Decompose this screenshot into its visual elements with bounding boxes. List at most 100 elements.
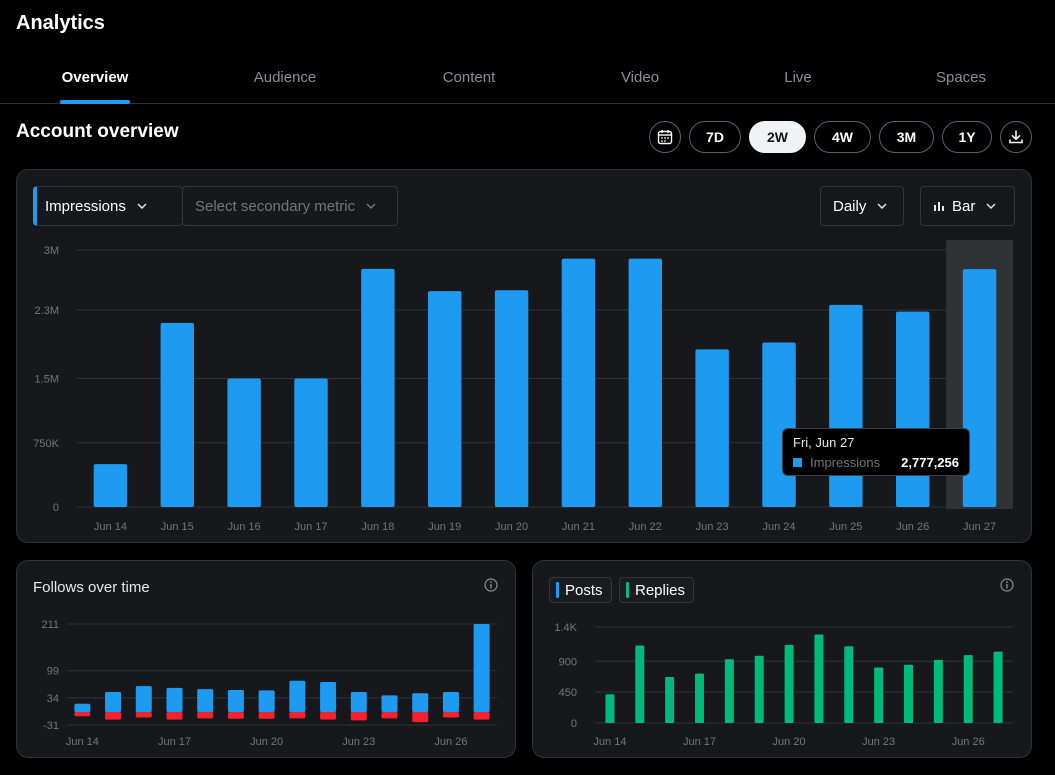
- x-tick-label: Jun 26: [952, 736, 985, 748]
- tab-label: Live: [784, 69, 812, 86]
- unfollows-bar: [412, 712, 429, 723]
- replies-bar: [695, 673, 704, 723]
- y-tick-label: 1.4K: [554, 622, 577, 634]
- chart-type-label: Bar: [952, 197, 976, 215]
- impressions-panel: Impressions Select secondary metric Dail…: [16, 169, 1032, 543]
- y-tick-label: 99: [47, 666, 59, 678]
- page-title: Analytics: [16, 12, 105, 34]
- x-tick-label: Jun 24: [762, 521, 795, 533]
- x-tick-label: Jun 22: [629, 521, 662, 533]
- primary-metric-dropdown[interactable]: Impressions: [33, 186, 183, 226]
- range-7d-button[interactable]: 7D: [689, 121, 741, 153]
- x-tick-label: Jun 26: [896, 521, 929, 533]
- impressions-bar: [294, 378, 328, 507]
- tab-label: Overview: [61, 69, 129, 86]
- follows-bar: [135, 686, 152, 713]
- x-tick-label: Jun 20: [773, 736, 806, 748]
- replies-bar: [933, 659, 943, 723]
- x-tick-label: Jun 14: [66, 736, 99, 748]
- chevron-down-icon: [986, 203, 996, 209]
- y-tick-label: 1.5M: [35, 374, 59, 386]
- y-tick-label: -31: [43, 720, 59, 732]
- impressions-bar: [695, 349, 729, 507]
- impressions-bar: [227, 378, 261, 507]
- download-button[interactable]: [1000, 121, 1032, 153]
- unfollows-bar: [135, 712, 152, 718]
- tab-audience[interactable]: Audience: [245, 52, 325, 104]
- replies-bar: [605, 694, 615, 723]
- legend-swatch: [626, 582, 629, 598]
- legend-posts[interactable]: Posts: [549, 577, 612, 603]
- x-tick-label: Jun 14: [593, 736, 626, 748]
- y-tick-label: 0: [571, 718, 577, 730]
- unfollows-bar: [166, 712, 183, 720]
- unfollows-bar: [197, 712, 214, 719]
- granularity-dropdown[interactable]: Daily: [820, 186, 904, 226]
- calendar-button[interactable]: [649, 121, 681, 153]
- legend-label: Posts: [565, 581, 603, 599]
- x-tick-label: Jun 19: [428, 521, 461, 533]
- unfollows-bar: [381, 712, 398, 719]
- tab-overview[interactable]: Overview: [60, 52, 130, 104]
- unfollows-bar: [320, 712, 337, 720]
- info-icon[interactable]: [1000, 578, 1014, 592]
- tab-label: Spaces: [935, 69, 987, 86]
- replies-bar: [814, 634, 824, 723]
- follows-title: Follows over time: [33, 579, 150, 596]
- range-1y-button[interactable]: 1Y: [942, 121, 992, 153]
- unfollows-bar: [227, 712, 244, 719]
- follows-bar: [227, 689, 244, 713]
- impressions-bar: [962, 269, 997, 507]
- follows-bar: [381, 695, 398, 713]
- follows-chart: -31 34 99 211 Jun 14 Jun 17 Jun 20 Jun 23 Jun 26: [41, 619, 497, 748]
- follows-bar: [320, 682, 337, 713]
- unfollows-bar: [350, 712, 367, 721]
- legend-replies[interactable]: Replies: [619, 577, 695, 603]
- replies-bar: [635, 645, 645, 723]
- tab-content[interactable]: Content: [430, 52, 508, 104]
- tab-bar: Overview Audience Content Video Live Spa…: [0, 52, 1055, 104]
- x-tick-label: Jun 17: [294, 521, 327, 533]
- replies-bar: [874, 667, 884, 723]
- tab-spaces[interactable]: Spaces: [925, 52, 997, 104]
- legend-label: Replies: [635, 581, 686, 599]
- x-tick-label: Jun 17: [683, 736, 716, 748]
- info-icon[interactable]: [484, 578, 498, 592]
- tab-video[interactable]: Video: [610, 52, 670, 104]
- x-tick-label: Jun 17: [158, 736, 191, 748]
- follows-bar: [473, 624, 490, 713]
- impressions-bar: [896, 311, 930, 507]
- x-tick-label: Jun 14: [94, 521, 127, 533]
- impressions-bar: [160, 322, 194, 507]
- x-tick-label: Jun 15: [161, 521, 194, 533]
- follows-bar: [197, 689, 214, 713]
- tooltip-swatch: [793, 458, 802, 467]
- tab-live[interactable]: Live: [775, 52, 821, 104]
- download-icon: [1009, 130, 1023, 144]
- x-tick-label: Jun 20: [250, 736, 283, 748]
- unfollows-bar: [442, 712, 459, 718]
- unfollows-bar: [258, 712, 275, 719]
- posts-replies-panel: Posts Replies 0 450 900 1.4K Jun 14 Jun 17 Jun…: [532, 560, 1032, 758]
- impressions-bar: [829, 304, 863, 507]
- secondary-metric-dropdown[interactable]: Select secondary metric: [182, 186, 398, 226]
- impressions-chart: 0 750K 1.5M 2.3M 3M Jun 14 Jun 15 Jun 16 Jun 17 J…: [33, 240, 1013, 533]
- chart-tooltip: Fri, Jun 27 Impressions 2,777,256: [782, 428, 970, 476]
- replies-bar: [993, 651, 1003, 723]
- range-4w-button[interactable]: 4W: [814, 121, 871, 153]
- follows-bar: [289, 680, 306, 713]
- unfollows-bar: [473, 712, 490, 720]
- range-2w-button[interactable]: 2W: [749, 121, 806, 153]
- replies-bar: [963, 655, 973, 723]
- impressions-bar: [361, 268, 395, 507]
- x-tick-label: Jun 23: [696, 521, 729, 533]
- range-3m-button[interactable]: 3M: [879, 121, 934, 153]
- impressions-bar: [494, 290, 529, 507]
- chart-type-dropdown[interactable]: Bar: [920, 186, 1015, 226]
- x-tick-label: Jun 23: [342, 736, 375, 748]
- granularity-label: Daily: [833, 197, 867, 215]
- tooltip-label: Impressions: [810, 455, 881, 470]
- x-tick-label: Jun 27: [963, 521, 996, 533]
- bar-chart-icon: [934, 202, 944, 211]
- impressions-bar: [762, 342, 796, 507]
